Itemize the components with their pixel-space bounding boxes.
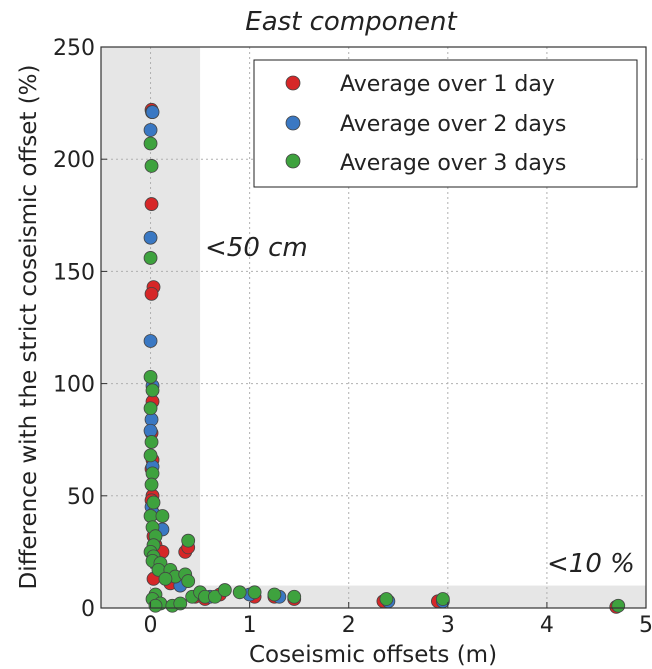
data-point-series-1	[144, 197, 159, 211]
chart-title: East component	[245, 7, 457, 37]
x-tick-label: 4	[540, 613, 554, 638]
y-tick-label: 50	[67, 485, 95, 510]
x-tick-label: 2	[342, 613, 356, 638]
data-point-series-3	[217, 583, 232, 597]
data-point-series-2	[143, 123, 158, 137]
data-point-series-3	[181, 574, 196, 588]
legend: Average over 1 day Average over 2 days A…	[253, 59, 638, 188]
x-tick-label: 1	[243, 613, 257, 638]
data-point-series-3	[173, 596, 188, 611]
data-point-series-3	[158, 571, 173, 586]
y-tick-label: 250	[53, 36, 95, 61]
data-point-series-3	[208, 589, 222, 604]
data-point-series-3	[144, 159, 159, 173]
legend-marker-1-day	[285, 75, 301, 91]
legend-marker-2-days	[285, 115, 301, 131]
data-point-series-3	[144, 435, 159, 449]
x-tick-label: 3	[441, 613, 455, 638]
annotation-50cm: <50 cm	[205, 233, 308, 263]
data-point-series-3	[267, 587, 282, 602]
x-tick-label: 5	[639, 613, 652, 638]
data-point-series-3	[143, 136, 158, 151]
data-point-series-3	[143, 401, 158, 416]
data-point-series-3	[144, 477, 159, 492]
legend-label-3-days: Average over 3 days	[340, 151, 566, 176]
data-point-series-3	[143, 448, 158, 463]
data-point-series-3	[145, 383, 160, 398]
legend-label-1-day: Average over 1 day	[340, 72, 555, 97]
data-point-series-3	[143, 369, 158, 384]
data-point-series-2	[145, 105, 160, 119]
data-point-series-2	[143, 230, 158, 245]
y-tick-label: 100	[53, 373, 95, 398]
data-point-series-3	[148, 598, 163, 613]
data-point-series-3	[181, 533, 196, 548]
data-point-series-3	[146, 495, 161, 510]
legend-label-2-days: Average over 2 days	[340, 112, 566, 137]
data-point-series-3	[287, 589, 302, 604]
data-point-series-3	[143, 509, 158, 523]
data-point-series-3	[379, 592, 394, 606]
data-point-series-3	[232, 585, 247, 600]
annotation-10pct: <10 %	[547, 549, 635, 579]
plot-frame	[100, 46, 647, 609]
y-tick-label: 150	[53, 260, 95, 285]
data-point-series-3	[155, 509, 170, 523]
data-point-series-3	[611, 598, 626, 613]
data-point-series-2	[143, 334, 158, 348]
y-axis-label: Difference with the strict coseismic off…	[16, 64, 42, 589]
x-tick-label: 0	[144, 613, 158, 638]
data-point-series-3	[247, 585, 262, 600]
y-tick-label: 200	[53, 148, 95, 173]
legend-marker-3-days	[285, 153, 301, 169]
data-point-series-3	[143, 251, 158, 265]
data-point-series-3	[435, 592, 450, 606]
y-tick-label: 0	[81, 597, 95, 622]
x-axis-label: Coseismic offsets (m)	[249, 642, 497, 668]
data-point-series-1	[144, 286, 159, 301]
legend-box	[253, 59, 638, 188]
